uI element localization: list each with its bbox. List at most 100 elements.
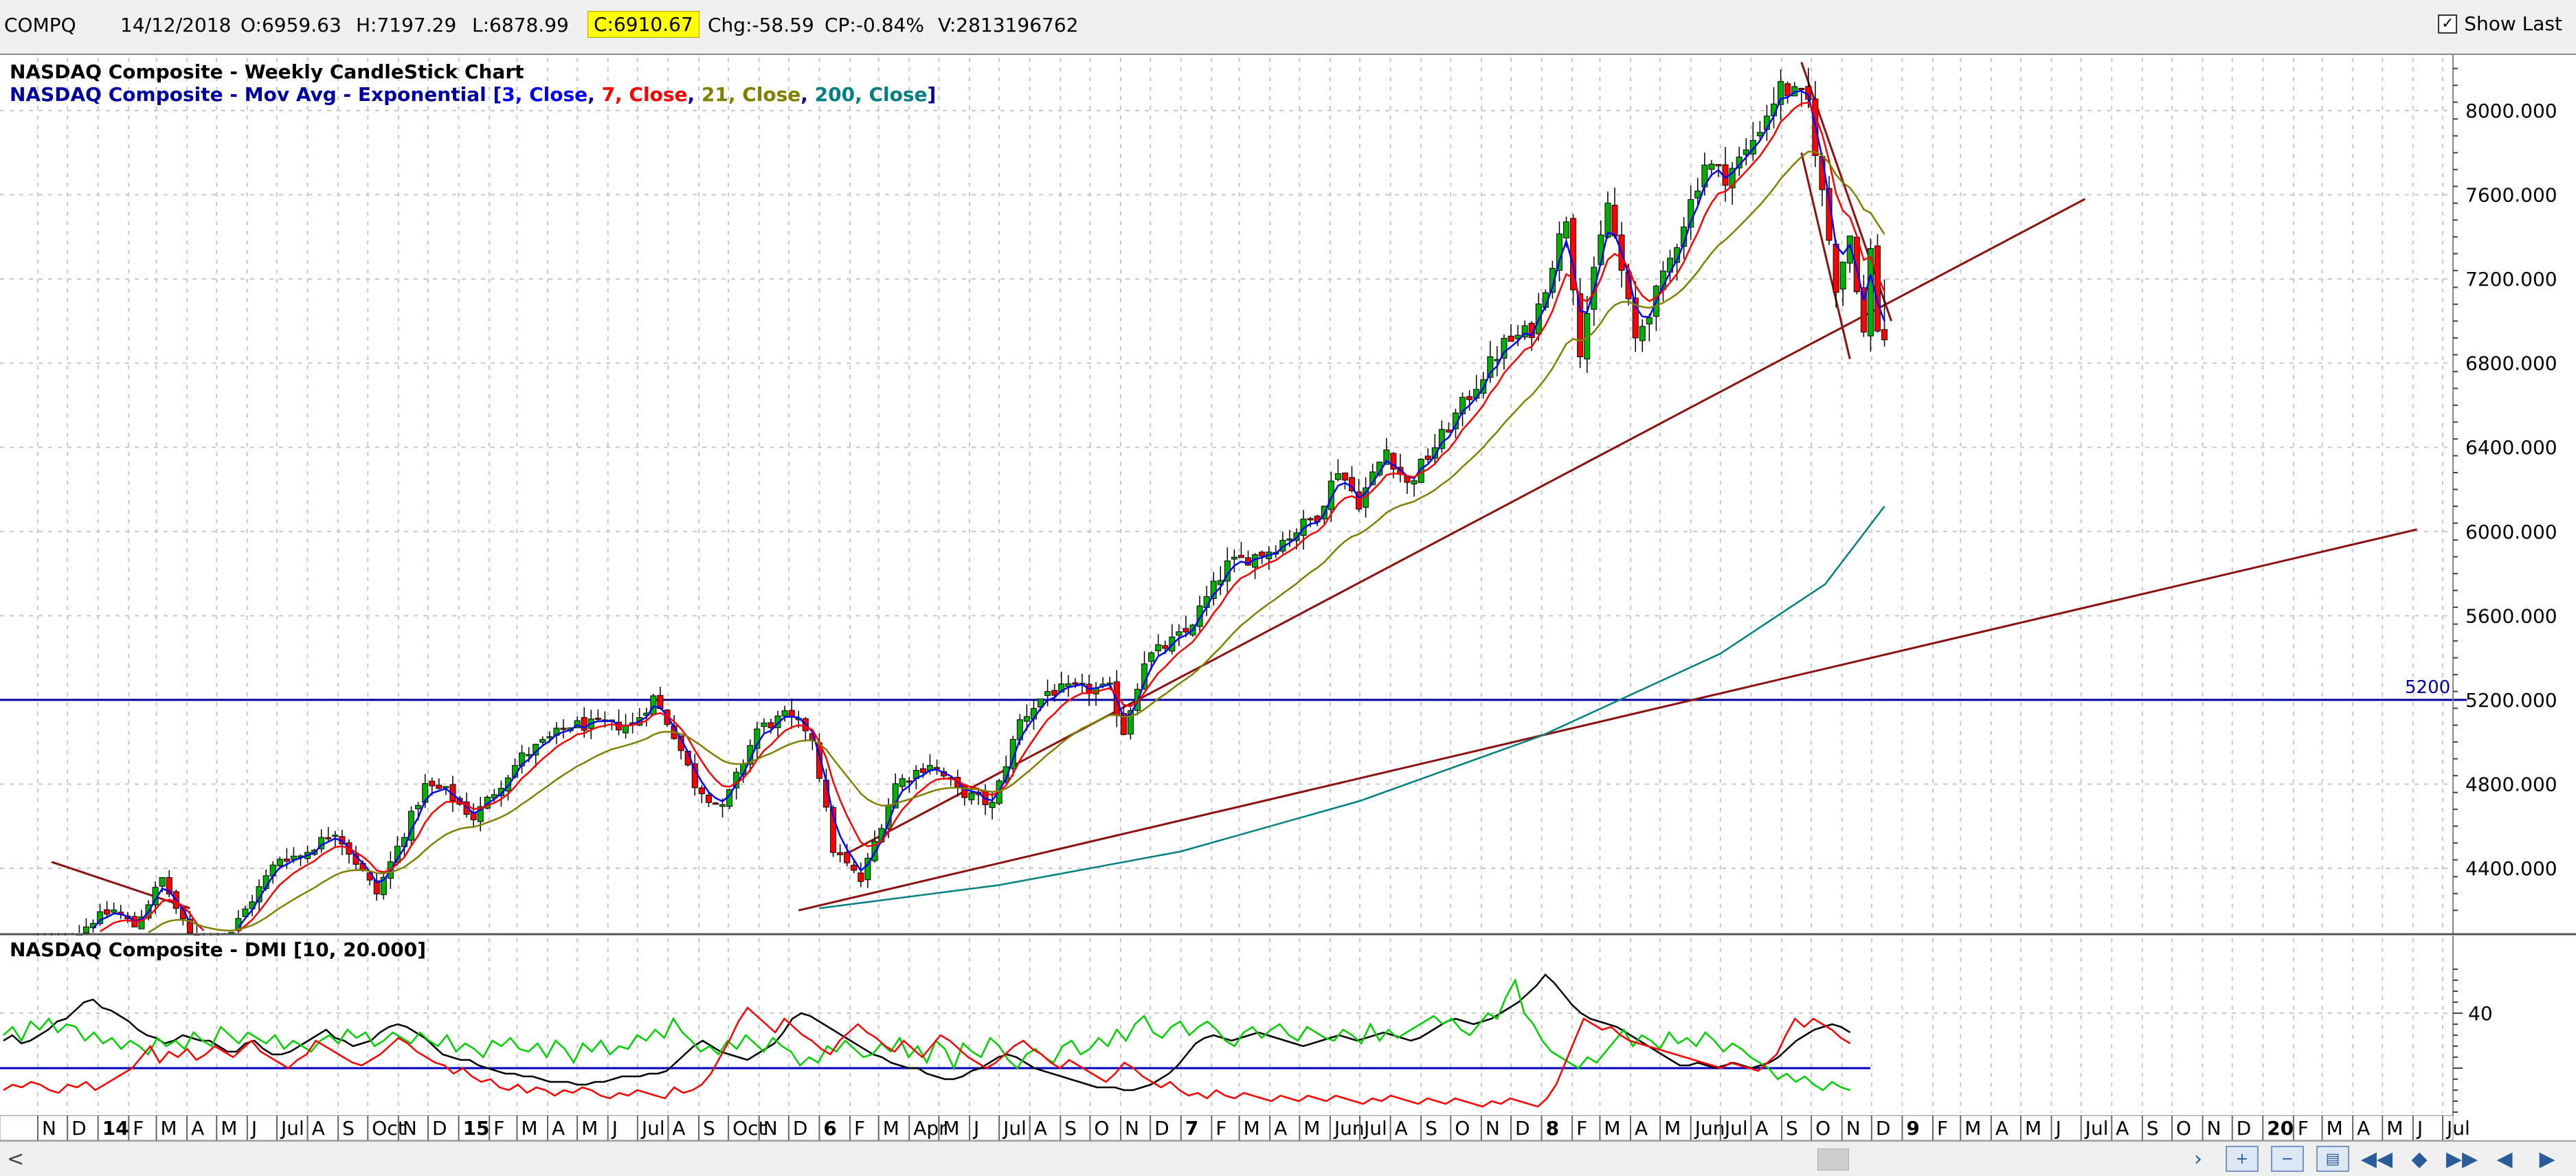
candle-body: [1438, 429, 1445, 449]
candle-body: [111, 909, 117, 913]
x-tick-label: Jun: [1333, 1117, 1365, 1140]
candle-body: [788, 710, 795, 717]
legend-part: 7, Close: [602, 83, 688, 106]
show-last-checkbox[interactable]: ✓: [2438, 14, 2458, 34]
ema-3-line: [92, 89, 1885, 929]
candle-body: [526, 754, 533, 756]
candle-body: [415, 805, 422, 810]
candle-body: [1231, 556, 1237, 560]
next-icon[interactable]: ▶: [2539, 1146, 2555, 1171]
candle-body: [1694, 190, 1701, 199]
pan-icon[interactable]: ◆: [2411, 1146, 2428, 1171]
y-tick-label: 40: [2468, 1002, 2493, 1025]
scroll-left-arrow[interactable]: <: [7, 1147, 25, 1171]
trendline: [798, 528, 2417, 912]
candle-body: [1521, 325, 1528, 338]
candle-body: [1328, 480, 1334, 510]
x-tick-label: A: [2357, 1117, 2370, 1140]
x-tick-label: 6: [823, 1117, 836, 1140]
candle-body: [104, 909, 111, 915]
x-tick-label: O: [2176, 1117, 2191, 1140]
x-tick-label: Jul: [640, 1117, 665, 1140]
candle-body: [325, 837, 332, 839]
candle-body: [892, 783, 899, 808]
zoom-in-icon[interactable]: +: [2226, 1146, 2259, 1172]
horizontal-scrollbar[interactable]: < › + − ▤ ◀◀ ◆ ▶▶ ◀ ▶: [0, 1140, 2576, 1176]
x-tick-label: S: [703, 1117, 715, 1140]
y-tick-label: 6400.000: [2465, 436, 2557, 459]
y-tick-label: 7200.000: [2465, 268, 2557, 291]
open-label: O:6959.63: [240, 14, 341, 36]
x-tick-label: M: [581, 1117, 598, 1140]
change-label: Chg:-58.59: [708, 14, 814, 36]
last-bar-icon[interactable]: ▶▶: [2445, 1146, 2478, 1171]
x-tick-label: M: [221, 1117, 237, 1140]
x-tick-label: J: [2054, 1117, 2061, 1140]
candle-body: [1307, 518, 1314, 521]
x-tick-label: S: [1425, 1117, 1437, 1140]
x-tick-label: F: [1937, 1117, 1948, 1140]
x-tick-label: A: [2116, 1117, 2129, 1140]
candle-body: [1237, 554, 1244, 558]
x-tick-label: J: [972, 1117, 979, 1140]
x-tick-label: M: [521, 1117, 537, 1140]
chart-area[interactable]: 5200 8000.0007600.0007200.0006800.000640…: [0, 55, 2576, 1140]
chart-settings-icon[interactable]: ▤: [2316, 1146, 2349, 1172]
x-tick-label: A: [672, 1117, 685, 1140]
dmi-panel[interactable]: 40 NASDAQ Composite - DMI [10, 20.000]: [0, 936, 2493, 1116]
candle-body: [719, 804, 726, 807]
candle-body: [1058, 683, 1065, 693]
x-tick-label: D: [1154, 1117, 1169, 1140]
first-bar-icon[interactable]: ◀◀: [2360, 1146, 2393, 1171]
x-tick-label: D: [2237, 1117, 2252, 1140]
candle-body: [574, 720, 581, 729]
candle-body: [1756, 132, 1763, 137]
x-tick-label: A: [1034, 1117, 1047, 1140]
x-tick-label: 14: [102, 1117, 129, 1140]
x-tick-label: 20: [2267, 1117, 2294, 1140]
y-tick-label: 4800.000: [2465, 773, 2557, 795]
y-tick-label: 5600.000: [2465, 604, 2557, 627]
candle-body: [1466, 396, 1473, 400]
candle-body: [830, 807, 837, 853]
y-tick-label: 5200.000: [2465, 689, 2557, 712]
scroll-thumb[interactable]: [1817, 1149, 1849, 1171]
x-tick-label: Jul: [2445, 1117, 2470, 1140]
dmi-chart-title: NASDAQ Composite - DMI [10, 20.000]: [10, 938, 426, 961]
candle-body: [1784, 83, 1791, 97]
change-percent-label: CP:-0.84%: [825, 14, 924, 36]
candle-body: [1708, 163, 1715, 170]
x-tick-label: S: [2147, 1117, 2159, 1140]
zoom-out-icon[interactable]: −: [2271, 1146, 2304, 1172]
candle-body: [539, 738, 546, 743]
price-chart-title: NASDAQ Composite - Weekly CandleStick Ch…: [10, 60, 524, 83]
candle-body: [1072, 682, 1079, 685]
x-tick-label: Jul: [1723, 1117, 1748, 1140]
x-tick-label: M: [2327, 1117, 2343, 1140]
candle-body: [1798, 88, 1805, 91]
x-tick-label: N: [1846, 1117, 1861, 1140]
x-tick-label: F: [133, 1117, 144, 1140]
candle-body: [698, 787, 705, 795]
candle-body: [1009, 738, 1016, 769]
previous-icon[interactable]: ◀: [2496, 1146, 2513, 1171]
scroll-right-arrow-icon[interactable]: ›: [2194, 1146, 2202, 1171]
ema-21-line: [148, 150, 1885, 934]
dmi-y-axis: 40: [2452, 936, 2493, 1116]
candle-body: [1487, 356, 1494, 378]
x-tick-label: M: [1244, 1117, 1260, 1140]
price-panel[interactable]: 5200 8000.000 7600.000 7200.000 6800.000 640…: [0, 55, 2557, 970]
close-label: C:6910.67: [587, 11, 699, 38]
x-tick-label: M: [2025, 1117, 2041, 1140]
y-tick-label: 8000.000: [2465, 100, 2557, 122]
candle-body: [380, 877, 387, 896]
legend-part: ,: [687, 83, 701, 106]
candle-body: [581, 717, 587, 731]
high-label: H:7197.29: [356, 14, 457, 36]
candle-body: [1176, 631, 1183, 636]
show-last-toggle[interactable]: ✓ Show Last: [2438, 12, 2562, 35]
candle-body: [1356, 491, 1363, 510]
candle-body: [1632, 297, 1639, 339]
candle-body: [1688, 199, 1694, 228]
candle-body: [1334, 473, 1341, 480]
